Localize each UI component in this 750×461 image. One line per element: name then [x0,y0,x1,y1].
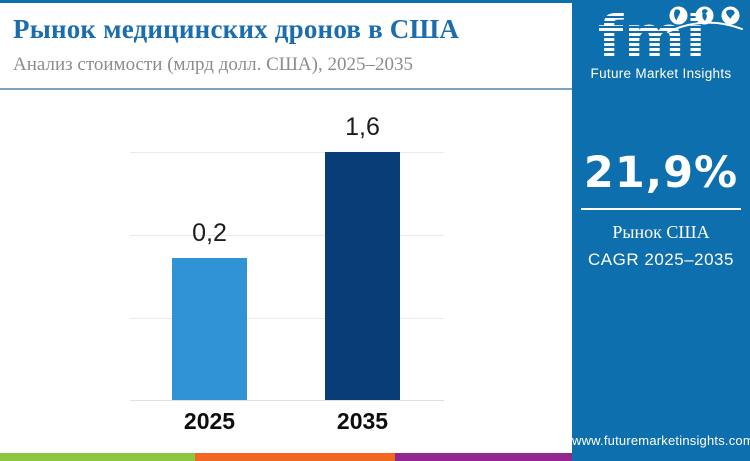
asia-pacific-globe-icon [721,6,740,25]
bar-value-label-2035: 1,6 [345,113,380,141]
gridline [130,235,444,236]
bar-2025 [172,258,247,400]
europe-africa-globe-icon [695,6,714,25]
baseline-gridline [130,400,444,401]
page-subtitle: Анализ стоимости (млрд долл. США), 2025–… [13,54,413,75]
bar-chart-plot: 0,2 1,6 2025 2035 [130,113,444,434]
cagr-value: 21,9% [583,148,739,198]
stripe-purple [395,453,572,461]
page-title: Рынок медицинских дронов в США [13,14,460,44]
bottom-color-stripe [0,453,572,461]
cagr-period-label: CAGR 2025–2035 [588,250,734,269]
gridline [130,318,444,319]
sidebar: fmi Future Market Insights [572,0,750,461]
stat-divider [581,208,741,210]
stripe-green [0,453,195,461]
header-divider [0,88,572,90]
axis-label-2025: 2025 [183,408,236,434]
axis-label-2035: 2035 [336,408,389,434]
bar-2035 [325,152,400,400]
americas-globe-icon [669,6,688,25]
top-accent-strip [0,0,572,3]
cagr-stat-block: 21,9% Рынок США CAGR 2025–2035 [572,148,750,270]
header: Рынок медицинских дронов в США Анализ ст… [0,3,572,76]
gridline [130,152,444,153]
logo-swoosh-icon [667,21,743,33]
fmi-logo: fmi Future Market Insights [572,0,750,88]
fmi-logo-globes [669,6,740,25]
fmi-logo-tagline: Future Market Insights [590,66,732,81]
bar-value-label-2025: 0,2 [192,219,227,247]
fmi-logo-text: fmi [598,3,707,71]
stripe-orange [195,453,395,461]
market-label: Рынок США [612,222,710,242]
website-link[interactable]: www.futuremarketinsights.com [572,433,750,448]
